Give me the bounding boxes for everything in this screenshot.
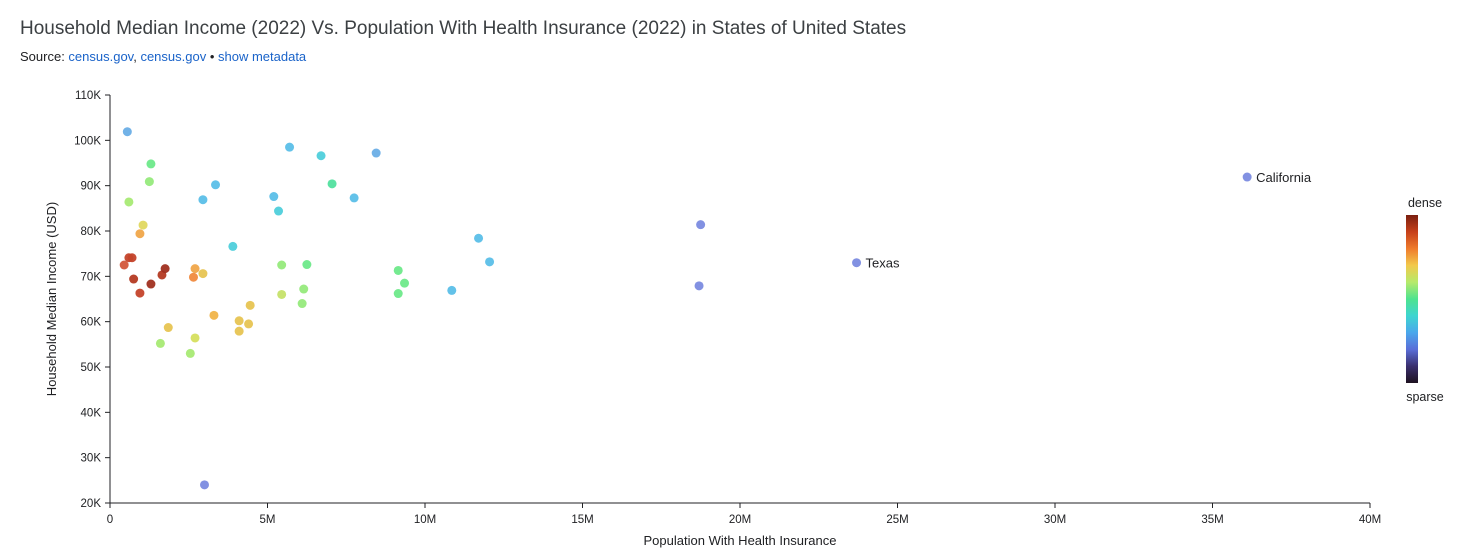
data-point[interactable] (1242, 172, 1252, 182)
source-separator: , (133, 49, 141, 64)
data-point[interactable] (694, 281, 704, 291)
data-point[interactable] (277, 260, 287, 270)
data-point[interactable] (135, 229, 145, 239)
source-link-2[interactable]: census.gov (140, 49, 207, 64)
y-tick-label: 40K (81, 407, 102, 419)
data-point[interactable] (124, 197, 134, 207)
x-tick-label: 20M (729, 514, 751, 526)
x-tick-label: 10M (414, 514, 436, 526)
data-point[interactable] (393, 265, 403, 275)
x-axis-title: Population With Health Insurance (644, 533, 837, 548)
data-point[interactable] (234, 316, 244, 326)
y-tick-label: 90K (81, 181, 102, 193)
y-tick-label: 70K (81, 271, 102, 283)
data-point[interactable] (696, 220, 706, 230)
data-point[interactable] (190, 333, 200, 343)
data-point[interactable] (119, 260, 129, 270)
chart-title: Household Median Income (2022) Vs. Popul… (20, 18, 907, 39)
data-point[interactable] (211, 180, 221, 190)
data-point[interactable] (285, 142, 295, 152)
x-tick-label: 30M (1044, 514, 1066, 526)
data-point[interactable] (146, 279, 156, 289)
data-point[interactable] (160, 264, 170, 274)
data-point[interactable] (852, 258, 862, 268)
data-point[interactable] (474, 233, 484, 243)
x-tick-label: 40M (1359, 514, 1381, 526)
data-point[interactable] (371, 148, 381, 158)
y-axis-title: Household Median Income (USD) (44, 202, 59, 396)
data-point[interactable] (188, 272, 198, 282)
source-bullet: • (206, 49, 218, 64)
x-tick-label: 0 (107, 514, 113, 526)
density-color-scale (1406, 215, 1418, 383)
data-point[interactable] (122, 127, 132, 137)
data-point[interactable] (138, 220, 148, 230)
data-point[interactable] (127, 253, 137, 263)
y-tick-label: 20K (81, 498, 102, 510)
data-point[interactable] (200, 480, 209, 490)
data-point[interactable] (185, 348, 195, 358)
y-tick-label: 110K (75, 90, 101, 102)
y-tick-label: 50K (81, 362, 102, 374)
data-point[interactable] (234, 326, 244, 336)
x-tick-label: 15M (571, 514, 593, 526)
data-point[interactable] (146, 159, 156, 169)
data-point[interactable] (447, 285, 457, 295)
data-point[interactable] (155, 338, 165, 348)
source-line: Source: census.gov, census.gov • show me… (20, 49, 306, 64)
legend-dense-label: dense (1408, 196, 1442, 210)
data-point[interactable] (135, 288, 145, 298)
data-point[interactable] (349, 193, 359, 203)
point-label: Texas (866, 256, 900, 271)
x-tick-label: 5M (260, 514, 276, 526)
data-point[interactable] (163, 323, 173, 333)
x-tick-label: 25M (886, 514, 908, 526)
data-point[interactable] (129, 274, 139, 284)
data-point[interactable] (302, 260, 312, 270)
data-point[interactable] (485, 257, 495, 267)
show-metadata-link[interactable]: show metadata (218, 49, 307, 64)
data-point[interactable] (400, 278, 410, 288)
data-point[interactable] (198, 195, 208, 205)
data-point[interactable] (144, 177, 154, 187)
data-point[interactable] (228, 241, 238, 251)
data-point[interactable] (269, 192, 279, 202)
source-link-1[interactable]: census.gov (68, 49, 134, 64)
data-point[interactable] (327, 179, 337, 189)
y-tick-label: 60K (81, 317, 102, 329)
source-prefix: Source: (20, 49, 69, 64)
legend-sparse-label: sparse (1406, 390, 1444, 404)
data-point[interactable] (274, 206, 284, 216)
data-point[interactable] (190, 264, 200, 274)
y-tick-label: 100K (74, 135, 101, 147)
data-point[interactable] (297, 299, 307, 309)
data-point[interactable] (244, 319, 254, 329)
x-tick-label: 35M (1201, 514, 1223, 526)
data-point[interactable] (299, 284, 309, 294)
data-point[interactable] (316, 151, 326, 161)
y-tick-label: 30K (81, 453, 102, 465)
data-point[interactable] (245, 300, 255, 310)
data-point[interactable] (277, 289, 287, 299)
data-point[interactable] (209, 310, 219, 320)
data-point[interactable] (198, 269, 208, 279)
data-point[interactable] (393, 289, 403, 299)
y-tick-label: 80K (81, 226, 102, 238)
point-label: California (1256, 170, 1312, 185)
